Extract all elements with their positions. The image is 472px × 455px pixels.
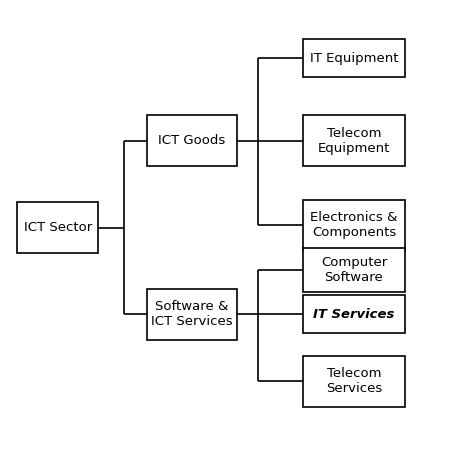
- Text: Software &
ICT Services: Software & ICT Services: [151, 300, 233, 329]
- Text: Telecom
Equipment: Telecom Equipment: [318, 126, 390, 155]
- FancyBboxPatch shape: [303, 39, 405, 77]
- Text: IT Services: IT Services: [313, 308, 395, 321]
- Text: ICT Goods: ICT Goods: [159, 134, 226, 147]
- FancyBboxPatch shape: [303, 200, 405, 251]
- Text: Electronics &
Components: Electronics & Components: [310, 211, 397, 239]
- Text: Computer
Software: Computer Software: [321, 256, 387, 284]
- FancyBboxPatch shape: [303, 248, 405, 292]
- FancyBboxPatch shape: [303, 115, 405, 166]
- Text: IT Equipment: IT Equipment: [310, 51, 398, 65]
- FancyBboxPatch shape: [17, 202, 98, 253]
- Text: ICT Sector: ICT Sector: [24, 221, 92, 234]
- FancyBboxPatch shape: [303, 295, 405, 334]
- FancyBboxPatch shape: [147, 115, 237, 166]
- Text: Telecom
Services: Telecom Services: [326, 367, 382, 395]
- FancyBboxPatch shape: [303, 356, 405, 407]
- FancyBboxPatch shape: [147, 289, 237, 340]
